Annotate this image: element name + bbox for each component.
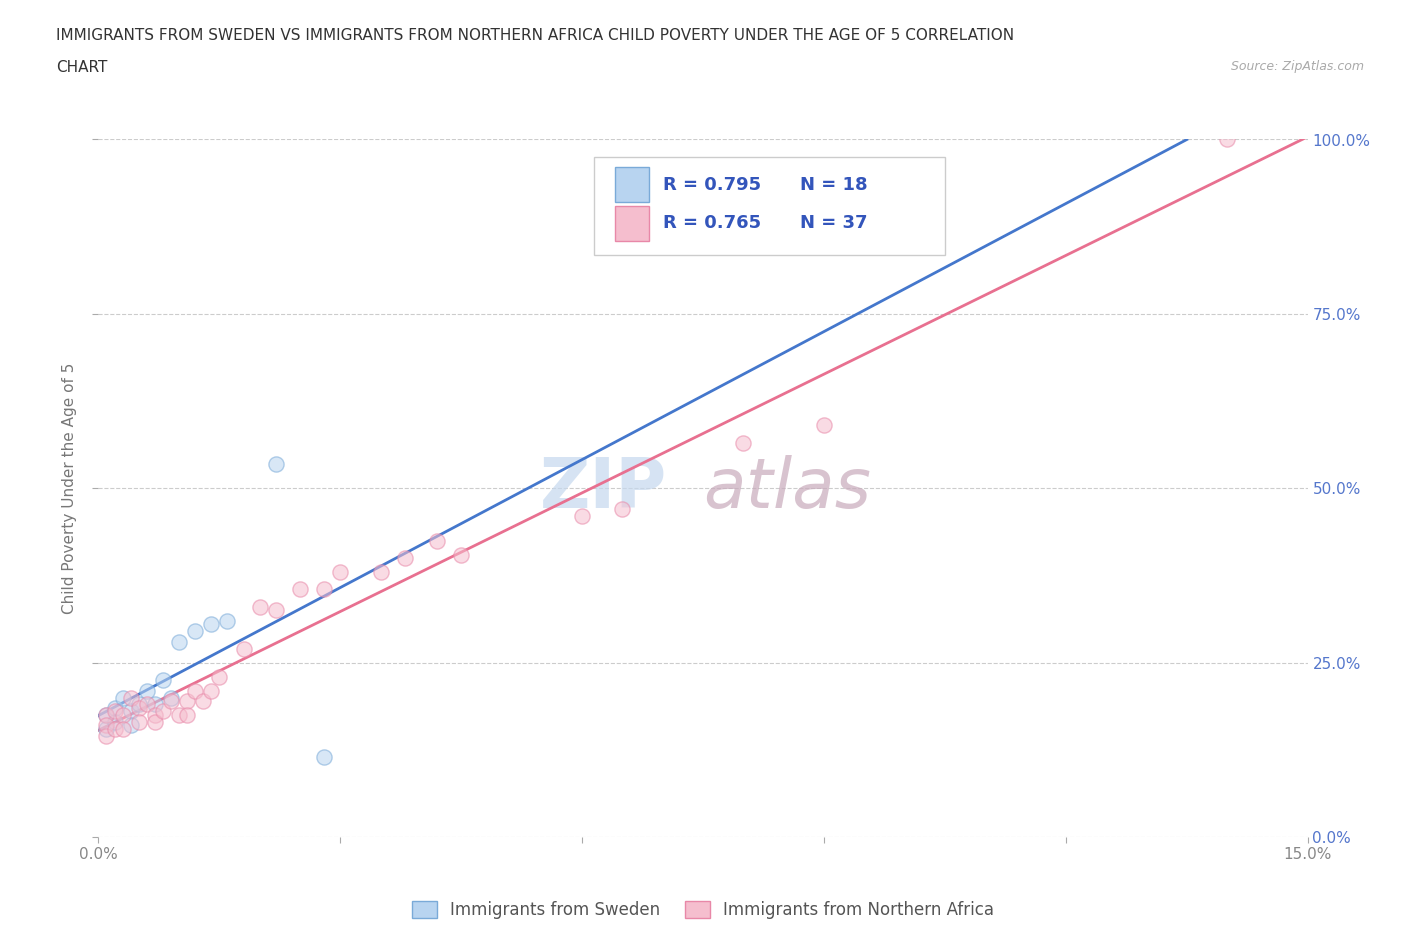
Point (152, 704, 174, 719)
Text: atlas: atlas (703, 455, 870, 522)
Point (184, 683, 207, 698)
Legend: Immigrants from Sweden, Immigrants from Northern Africa: Immigrants from Sweden, Immigrants from … (405, 894, 1001, 925)
Point (264, 457, 287, 472)
Point (733, 435, 755, 450)
Point (135, 683, 157, 698)
Point (103, 704, 125, 719)
Point (249, 600, 271, 615)
Point (96, 728, 118, 743)
Point (200, 617, 222, 631)
Text: N = 37: N = 37 (800, 214, 868, 232)
Point (120, 704, 142, 719)
Point (176, 694, 198, 709)
Point (96, 708, 118, 723)
Point (193, 694, 215, 709)
Text: R = 0.795: R = 0.795 (664, 176, 761, 193)
Point (329, 565, 352, 579)
Text: Source: ZipAtlas.com: Source: ZipAtlas.com (1230, 60, 1364, 73)
Text: CHART: CHART (56, 60, 108, 75)
Point (176, 708, 198, 723)
Point (103, 700, 125, 715)
Point (217, 614, 239, 629)
Point (96, 708, 118, 723)
Point (128, 714, 150, 729)
Point (264, 603, 287, 618)
Point (160, 690, 183, 705)
Point (394, 551, 416, 565)
Point (167, 708, 190, 723)
FancyBboxPatch shape (614, 206, 648, 241)
Point (96, 722, 118, 737)
Point (1216, 132, 1239, 147)
Point (370, 565, 392, 579)
Text: IMMIGRANTS FROM SWEDEN VS IMMIGRANTS FROM NORTHERN AFRICA CHILD POVERTY UNDER TH: IMMIGRANTS FROM SWEDEN VS IMMIGRANTS FRO… (56, 28, 1014, 43)
Point (96, 718, 118, 733)
Point (128, 700, 150, 715)
Point (167, 634, 190, 649)
Point (813, 418, 835, 433)
Point (111, 690, 134, 705)
Point (120, 690, 142, 705)
Point (143, 708, 166, 723)
Text: R = 0.765: R = 0.765 (664, 214, 761, 232)
Point (152, 672, 174, 687)
Point (314, 750, 336, 764)
Point (571, 509, 593, 524)
Point (143, 714, 166, 729)
Point (314, 582, 336, 597)
FancyBboxPatch shape (595, 157, 945, 255)
Point (232, 642, 254, 657)
Point (160, 694, 183, 709)
Point (184, 624, 207, 639)
Point (128, 698, 150, 712)
FancyBboxPatch shape (614, 167, 648, 203)
Point (120, 718, 142, 733)
Point (135, 698, 157, 712)
Y-axis label: Child Poverty Under the Age of 5: Child Poverty Under the Age of 5 (62, 363, 77, 614)
Text: ZIP: ZIP (540, 455, 666, 522)
Point (288, 582, 311, 597)
Text: N = 18: N = 18 (800, 176, 868, 193)
Point (450, 547, 472, 562)
Point (426, 533, 449, 548)
Point (111, 722, 134, 737)
Point (111, 708, 134, 723)
Point (103, 714, 125, 729)
Point (143, 698, 166, 712)
Point (103, 722, 125, 737)
Point (200, 683, 222, 698)
Point (612, 502, 634, 517)
Point (208, 670, 231, 684)
